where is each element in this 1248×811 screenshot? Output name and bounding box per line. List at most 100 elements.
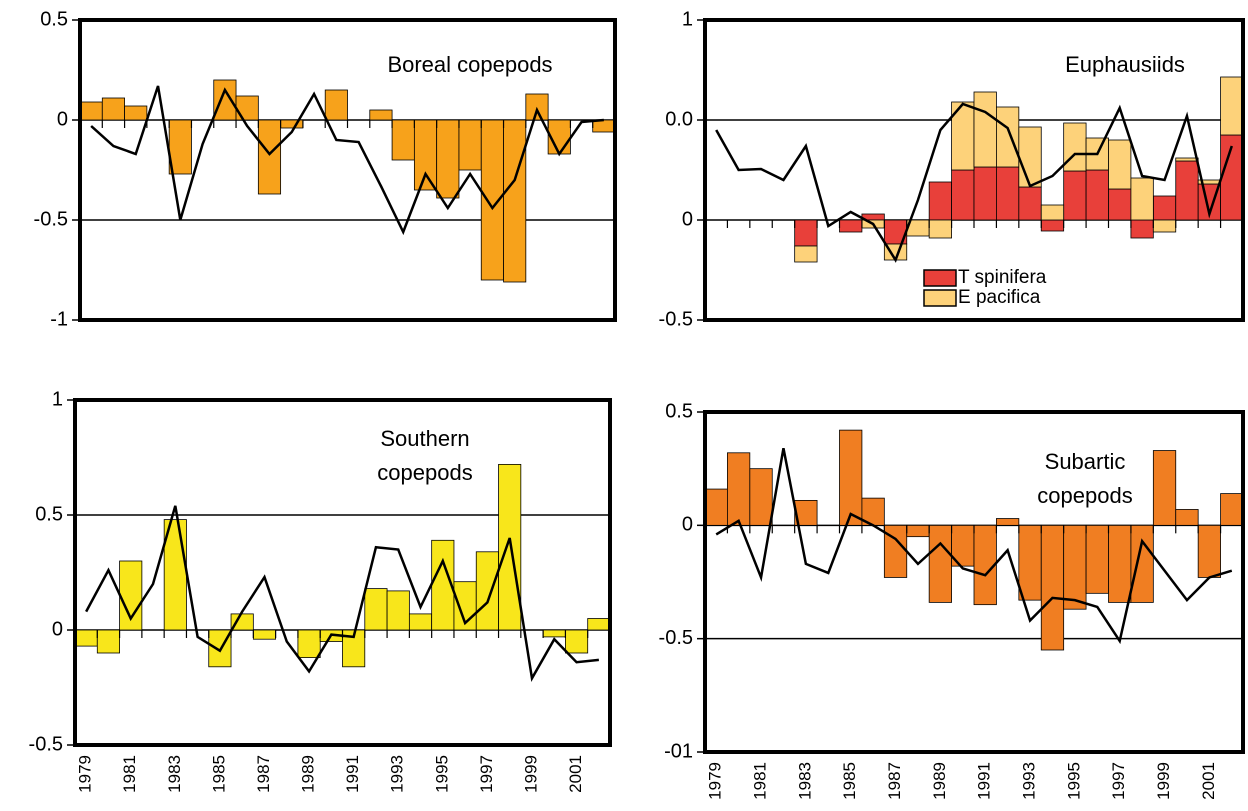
plot-frame: [703, 410, 1245, 754]
x-tick-label: 1985: [840, 762, 859, 800]
x-tick-label: 1985: [209, 755, 228, 793]
bar: [1108, 524, 1132, 603]
line: [715, 102, 1233, 263]
bar: [1152, 195, 1177, 221]
bar: [525, 93, 549, 121]
x-tick-label: 2001: [566, 755, 585, 793]
y-tick-label: 0.5: [35, 503, 63, 525]
chart-title: Boreal copepods: [387, 52, 553, 77]
x-tick-label: 1981: [751, 762, 770, 800]
bar: [1130, 524, 1154, 603]
bar: [928, 524, 952, 603]
bar: [1197, 524, 1221, 578]
x-tick-label: 1993: [388, 755, 407, 793]
y-tick-label: 0.0: [665, 108, 693, 130]
bar: [1130, 219, 1154, 239]
bar: [1175, 160, 1199, 221]
bar: [839, 429, 863, 526]
bar: [1152, 219, 1177, 233]
bar: [364, 588, 388, 631]
bar: [1018, 524, 1042, 601]
bar: [1063, 122, 1087, 172]
x-tick-label: 1995: [1064, 762, 1083, 800]
line: [85, 505, 599, 683]
bar: [1085, 524, 1109, 594]
bar: [794, 245, 818, 263]
bar: [391, 119, 415, 161]
bar: [1220, 76, 1244, 136]
bar: [436, 119, 460, 199]
legend-swatch: [923, 289, 957, 307]
plot-frame: [78, 18, 617, 322]
bar: [973, 91, 997, 168]
x-tick-label: 1983: [795, 762, 814, 800]
bar: [342, 629, 366, 668]
bar: [1040, 219, 1065, 232]
y-tick-label: 0.5: [40, 8, 68, 30]
bar: [1040, 204, 1065, 221]
y-tick-label: -0.5: [659, 308, 693, 330]
bar: [386, 590, 410, 631]
x-tick-label: 1979: [706, 762, 725, 800]
bar: [973, 524, 997, 606]
bar: [1018, 126, 1042, 188]
bar: [928, 181, 952, 221]
y-tick-label: 1: [682, 8, 693, 30]
bar: [996, 166, 1020, 221]
bar: [413, 119, 438, 191]
bar: [101, 97, 125, 121]
bar: [96, 629, 120, 654]
y-tick-label: 1: [52, 388, 63, 410]
chart-title: Southern copepods: [377, 426, 473, 485]
x-tick-label: 1983: [165, 755, 184, 793]
bar: [280, 119, 304, 129]
bar: [79, 101, 103, 121]
y-tick-label: 0: [52, 618, 63, 640]
line: [90, 85, 604, 236]
bar: [704, 488, 728, 526]
x-tick-label: 1999: [521, 755, 540, 793]
bar: [1152, 450, 1177, 526]
legend-label: E pacifica: [958, 287, 1041, 308]
bar: [951, 169, 975, 221]
bar: [1220, 493, 1244, 526]
bar: [252, 629, 277, 640]
y-tick-label: 0.5: [665, 400, 693, 422]
bar: [928, 219, 952, 239]
bar: [1063, 524, 1087, 610]
x-tick-label: 1989: [299, 755, 318, 793]
bar: [794, 219, 818, 247]
x-tick-label: 1991: [343, 755, 362, 793]
chart-title: Subartic copepods: [1037, 449, 1133, 508]
bar: [839, 219, 863, 233]
y-tick-label: -0.5: [34, 208, 68, 230]
bar: [727, 452, 751, 526]
bar: [1040, 524, 1065, 651]
bar: [565, 629, 589, 654]
bar: [458, 119, 482, 171]
bar: [297, 629, 321, 659]
bar: [213, 79, 237, 121]
bar: [408, 613, 433, 631]
x-tick-label: 1979: [76, 755, 95, 793]
x-tick-label: 1997: [1109, 762, 1128, 800]
bar: [124, 105, 148, 121]
plot-frame: [703, 18, 1245, 322]
x-tick-label: 2001: [1199, 762, 1218, 800]
x-tick-label: 1981: [120, 755, 139, 793]
bar: [503, 119, 527, 283]
x-tick-label: 1987: [254, 755, 273, 793]
y-tick-label: 0: [682, 514, 693, 536]
bar: [498, 463, 522, 631]
legend-label: T spinifera: [958, 267, 1047, 288]
bar: [475, 551, 499, 631]
bar: [542, 629, 566, 638]
bar: [587, 618, 611, 631]
y-tick-label: -0.5: [659, 627, 693, 649]
bar: [257, 119, 282, 195]
bar: [1018, 186, 1042, 221]
bar: [794, 499, 818, 526]
bar: [996, 518, 1020, 526]
x-tick-label: 1995: [432, 755, 451, 793]
